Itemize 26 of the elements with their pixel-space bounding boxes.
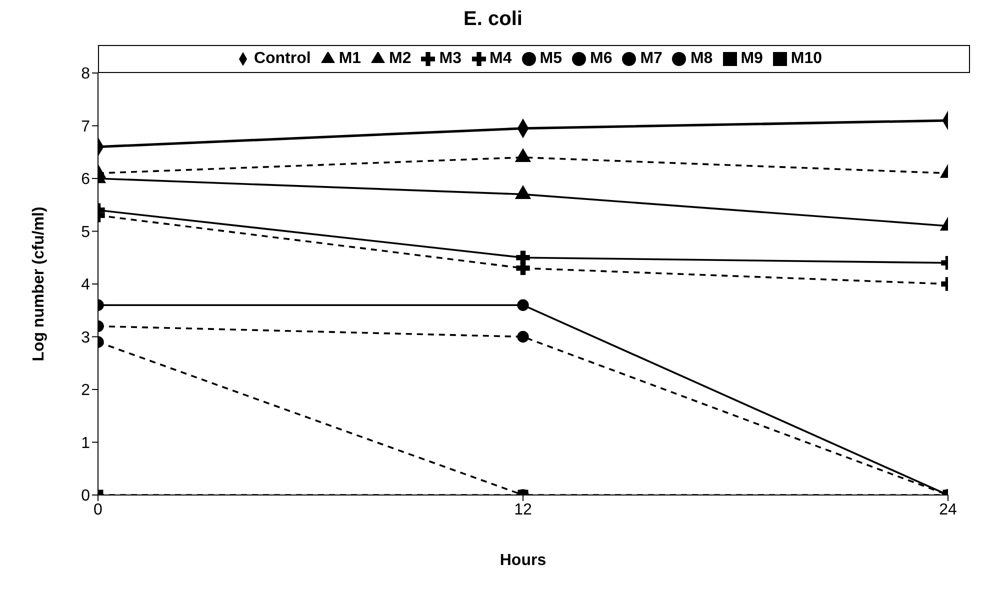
y-tick-label: 1 <box>81 434 90 452</box>
y-tick-label: 3 <box>81 329 90 346</box>
y-tick-label: 5 <box>81 224 90 241</box>
legend-label: M6 <box>590 50 612 67</box>
y-tick-label: 8 <box>81 66 90 83</box>
legend-label: M10 <box>790 50 822 67</box>
legend-label: Control <box>254 50 311 67</box>
y-tick-label: 7 <box>81 118 90 136</box>
legend-label: M7 <box>640 50 662 67</box>
legend-label: M4 <box>490 50 512 67</box>
x-tick-label: 12 <box>514 501 532 518</box>
y-tick-label: 6 <box>81 171 90 188</box>
x-tick-label: 0 <box>94 501 103 518</box>
legend-label: M3 <box>439 50 462 67</box>
legend-label: M1 <box>338 50 362 67</box>
legend-label: M9 <box>740 50 763 67</box>
y-tick-label: 4 <box>81 276 90 294</box>
y-tick-label: 2 <box>81 382 90 400</box>
legend-label: M8 <box>690 50 713 67</box>
chart-title: E. coli <box>462 8 524 31</box>
y-tick-label: 0 <box>81 488 90 505</box>
x-tick-label: 24 <box>939 501 957 518</box>
legend-label: M5 <box>540 50 562 67</box>
y-axis-title: Log number (cfu/ml) <box>30 206 48 362</box>
x-axis-title: Hours <box>500 552 546 569</box>
legend-label: M2 <box>389 50 412 67</box>
